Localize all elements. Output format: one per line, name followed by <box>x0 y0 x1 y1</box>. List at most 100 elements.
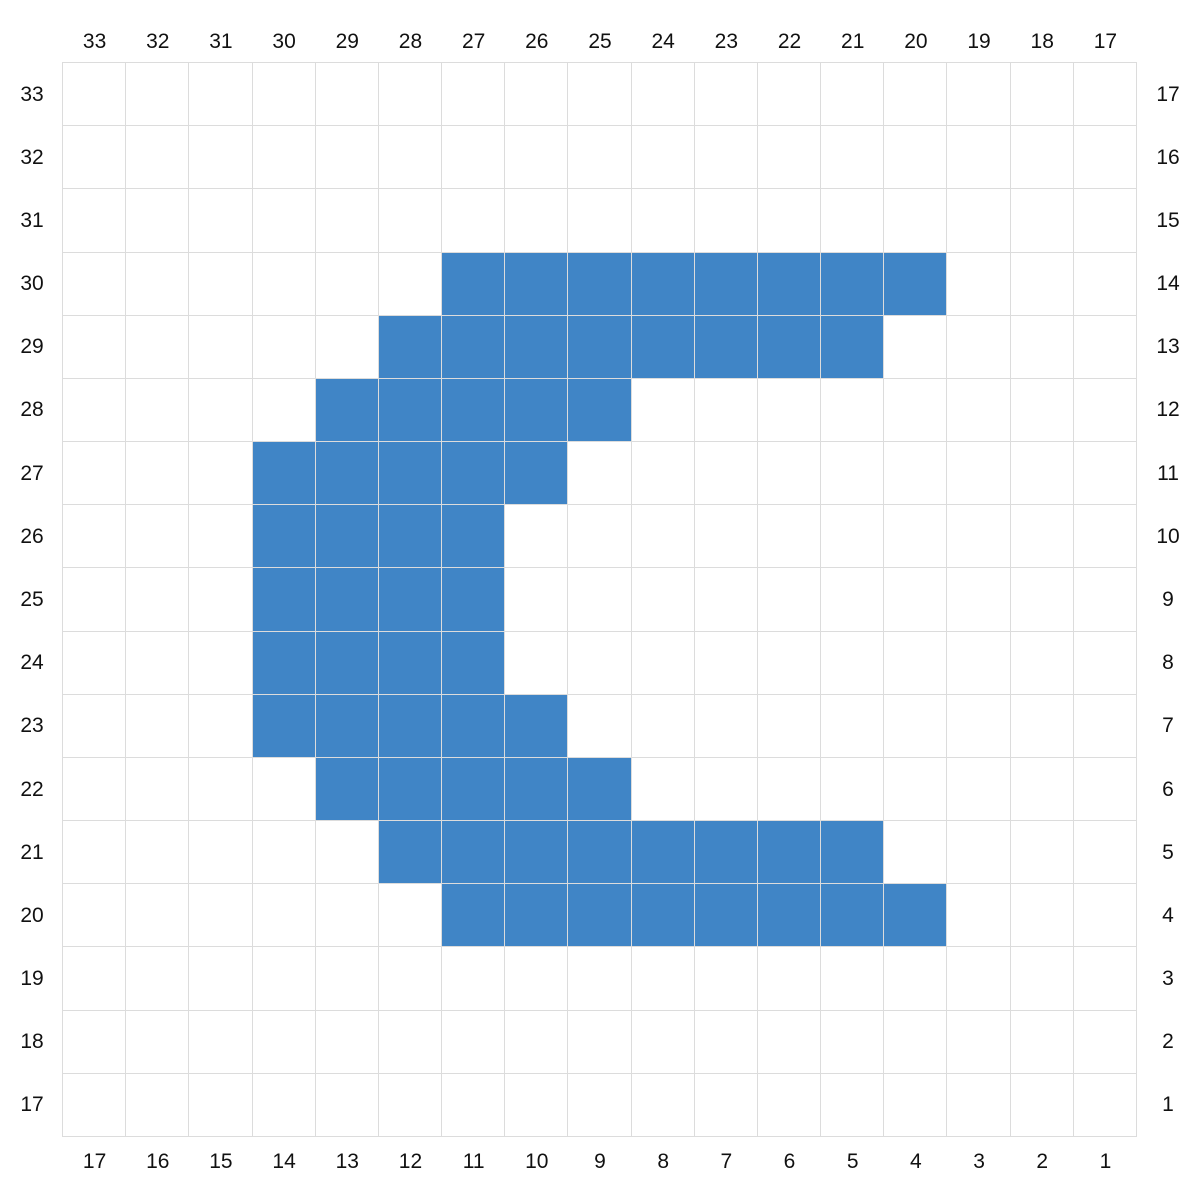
filled-cell <box>314 377 379 443</box>
empty-cell <box>1072 946 1137 1011</box>
empty-cell <box>504 125 569 190</box>
column-label-top: 19 <box>967 30 991 53</box>
empty-cell <box>1072 567 1137 632</box>
filled-cell <box>630 883 695 948</box>
empty-cell <box>441 1072 506 1137</box>
row-label-right: 17 <box>1156 82 1180 106</box>
empty-cell <box>820 504 885 569</box>
empty-cell <box>693 62 758 127</box>
filled-cell <box>630 314 695 379</box>
filled-cell <box>441 820 506 885</box>
empty-cell <box>125 946 190 1011</box>
filled-cell <box>693 883 758 948</box>
column-label-top: 32 <box>146 30 170 53</box>
empty-cell <box>693 125 758 190</box>
row-label-right: 11 <box>1157 461 1179 485</box>
empty-cell <box>630 756 695 822</box>
empty-cell <box>567 946 632 1011</box>
empty-cell <box>820 693 885 758</box>
empty-cell <box>630 62 695 127</box>
empty-cell <box>756 377 822 443</box>
empty-cell <box>693 1072 758 1137</box>
empty-cell <box>756 188 822 253</box>
empty-cell <box>820 441 885 506</box>
empty-cell <box>567 125 632 190</box>
column-label-bottom: 10 <box>525 1150 549 1173</box>
empty-cell <box>883 377 948 443</box>
empty-cell <box>883 820 948 885</box>
filled-cell <box>314 630 379 695</box>
empty-cell <box>1072 693 1137 758</box>
empty-cell <box>946 1009 1011 1074</box>
empty-cell <box>1072 251 1137 316</box>
empty-cell <box>441 1009 506 1074</box>
filled-cell <box>314 756 379 822</box>
empty-cell <box>756 946 822 1011</box>
row-label-left: 33 <box>20 82 44 106</box>
empty-cell <box>693 756 758 822</box>
column-label-bottom: 6 <box>783 1150 796 1173</box>
empty-cell <box>820 1072 885 1137</box>
column-label-top: 33 <box>82 30 107 53</box>
row-label-right: 8 <box>1162 651 1174 675</box>
empty-cell <box>693 1009 758 1074</box>
row-label-left: 29 <box>20 335 44 359</box>
filled-cell <box>314 504 379 569</box>
empty-cell <box>62 62 127 127</box>
empty-cell <box>693 188 758 253</box>
empty-cell <box>62 314 127 379</box>
filled-cell <box>251 693 316 758</box>
column-label-bottom: 15 <box>209 1150 233 1173</box>
filled-cell <box>883 251 948 316</box>
column-label-top: 26 <box>525 30 549 53</box>
empty-cell <box>567 188 632 253</box>
empty-cell <box>377 1072 443 1137</box>
row-label-right: 10 <box>1156 524 1180 548</box>
column-label-bottom: 11 <box>462 1150 485 1173</box>
column-label-bottom: 2 <box>1036 1150 1049 1173</box>
row-label-right: 4 <box>1162 903 1174 927</box>
pattern-grid <box>62 62 1137 1137</box>
column-label-bottom: 12 <box>398 1150 423 1173</box>
empty-cell <box>1009 820 1074 885</box>
column-label-bottom: 9 <box>594 1150 606 1173</box>
row-label-left: 23 <box>20 714 44 738</box>
row-label-right: 14 <box>1156 272 1180 296</box>
empty-cell <box>630 1009 695 1074</box>
empty-cell <box>567 1072 632 1137</box>
empty-cell <box>62 630 127 695</box>
empty-cell <box>883 567 948 632</box>
empty-cell <box>756 441 822 506</box>
empty-cell <box>820 62 885 127</box>
filled-cell <box>377 314 443 379</box>
filled-cell <box>756 314 822 379</box>
empty-cell <box>1009 946 1074 1011</box>
empty-cell <box>1009 251 1074 316</box>
empty-cell <box>820 946 885 1011</box>
filled-cell <box>441 504 506 569</box>
row-label-right: 1 <box>1162 1093 1174 1117</box>
column-label-bottom: 4 <box>910 1150 922 1173</box>
empty-cell <box>567 630 632 695</box>
filled-cell <box>630 820 695 885</box>
empty-cell <box>567 1009 632 1074</box>
empty-cell <box>946 567 1011 632</box>
empty-cell <box>441 946 506 1011</box>
filled-cell <box>504 441 569 506</box>
empty-cell <box>883 504 948 569</box>
empty-cell <box>504 188 569 253</box>
empty-cell <box>756 630 822 695</box>
empty-cell <box>820 1009 885 1074</box>
empty-cell <box>62 756 127 822</box>
empty-cell <box>251 314 316 379</box>
filled-cell <box>630 251 695 316</box>
empty-cell <box>251 62 316 127</box>
empty-cell <box>630 441 695 506</box>
empty-cell <box>883 946 948 1011</box>
empty-cell <box>567 441 632 506</box>
filled-cell <box>820 883 885 948</box>
empty-cell <box>693 693 758 758</box>
empty-cell <box>377 1009 443 1074</box>
empty-cell <box>188 251 253 316</box>
filled-cell <box>504 756 569 822</box>
